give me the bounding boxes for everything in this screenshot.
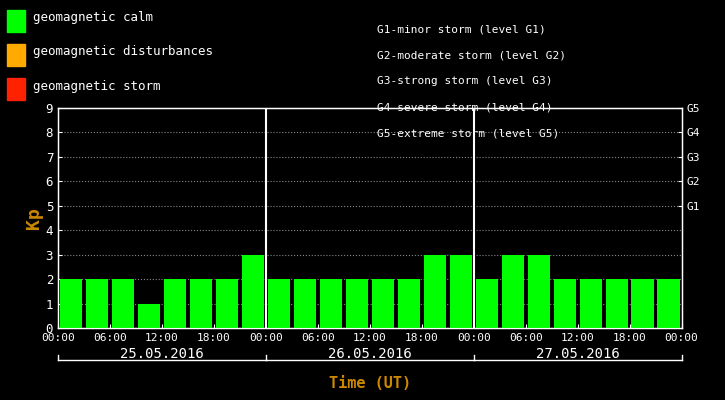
Bar [450, 255, 472, 328]
Bar [372, 279, 394, 328]
Text: G5-extreme storm (level G5): G5-extreme storm (level G5) [377, 128, 559, 138]
Text: 25.05.2016: 25.05.2016 [120, 347, 204, 361]
Bar [190, 279, 212, 328]
Bar [216, 279, 238, 328]
Bar [138, 304, 160, 328]
Bar [112, 279, 134, 328]
Bar [502, 255, 523, 328]
Bar [528, 255, 550, 328]
Bar [579, 279, 602, 328]
Bar [86, 279, 108, 328]
Text: Time (UT): Time (UT) [328, 376, 411, 392]
Bar [346, 279, 368, 328]
Bar [294, 279, 316, 328]
Text: G1-minor storm (level G1): G1-minor storm (level G1) [377, 24, 546, 34]
Text: G2-moderate storm (level G2): G2-moderate storm (level G2) [377, 50, 566, 60]
Text: G3-strong storm (level G3): G3-strong storm (level G3) [377, 76, 552, 86]
Bar [242, 255, 264, 328]
Bar [320, 279, 341, 328]
Bar [605, 279, 628, 328]
Bar [476, 279, 497, 328]
Text: geomagnetic calm: geomagnetic calm [33, 12, 153, 24]
Bar [268, 279, 290, 328]
Bar [554, 279, 576, 328]
Bar [658, 279, 679, 328]
Text: G4-severe storm (level G4): G4-severe storm (level G4) [377, 102, 552, 112]
Bar [60, 279, 82, 328]
Text: geomagnetic storm: geomagnetic storm [33, 80, 160, 92]
Bar [164, 279, 186, 328]
Text: 26.05.2016: 26.05.2016 [328, 347, 412, 361]
Text: 27.05.2016: 27.05.2016 [536, 347, 619, 361]
Bar [423, 255, 446, 328]
Bar [631, 279, 653, 328]
Bar [398, 279, 420, 328]
Y-axis label: Kp: Kp [25, 207, 43, 229]
Text: geomagnetic disturbances: geomagnetic disturbances [33, 46, 212, 58]
